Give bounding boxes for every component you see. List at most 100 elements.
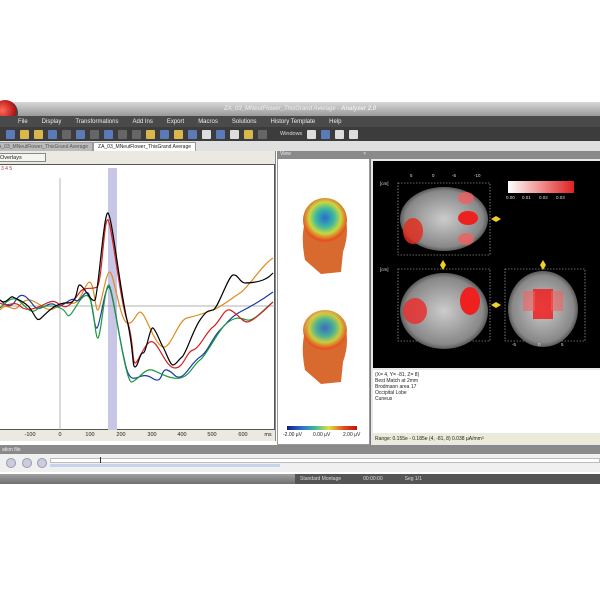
colorbar-tick: 0.03 xyxy=(556,195,565,200)
head-map-bottom xyxy=(302,310,347,384)
menu-export[interactable]: Export xyxy=(166,118,185,125)
axis-tick: -5 xyxy=(452,173,457,178)
toolbar-icon[interactable] xyxy=(188,129,197,139)
axis-tick: 5 xyxy=(410,173,413,178)
window-title: ZA_03_MNeutFlower_ThisGrand Average - An… xyxy=(223,106,377,112)
waveform-red xyxy=(0,219,274,369)
waveform-orange xyxy=(0,257,274,348)
tab-grand-average-2[interactable]: ZA_03_MNeutFlower_ThisGrand Average xyxy=(93,142,197,151)
gyrus: Cuneus xyxy=(375,396,393,402)
head-maps xyxy=(302,198,347,384)
playback-bar xyxy=(0,454,600,472)
toolbar-icon[interactable] xyxy=(118,129,127,139)
menu-solutions[interactable]: Solutions xyxy=(231,118,257,125)
montage-status: Standard Montage xyxy=(300,476,342,482)
toolbar-icon[interactable] xyxy=(20,129,29,139)
toolbar-icon[interactable] xyxy=(202,129,211,139)
windows-label: Windows xyxy=(280,131,303,137)
x-tick: -100 xyxy=(24,432,36,438)
scale-max: 2.00 µV xyxy=(343,432,361,438)
timeline-range xyxy=(50,464,280,467)
lobe: Occipital Lobe xyxy=(375,390,407,396)
erp-waveforms xyxy=(0,168,275,430)
menu-file[interactable]: File xyxy=(18,118,28,125)
location-info: (X= 4, Y= -81, Z= 8) Best Match at 2mm B… xyxy=(373,370,600,433)
lower-panel-header: ation file xyxy=(0,445,600,454)
brodmann-area: Brodmann area 17 xyxy=(375,384,417,390)
tab-grand-average-1[interactable]: ZA_03_MNeutFlower_ThisGrand Average xyxy=(0,142,94,151)
range-status: Range: 0.155e - 0.185e (4, -81, 8) 0.038… xyxy=(373,434,600,443)
axis-tick: 5 xyxy=(561,342,564,347)
toolbar-icon[interactable] xyxy=(34,129,43,139)
menu-help[interactable]: Help xyxy=(329,118,342,125)
axis-tick: -5 xyxy=(512,342,517,347)
window-horizontal-icon[interactable] xyxy=(335,129,345,139)
segment-status: Seg 1/1 xyxy=(404,476,422,482)
erp-plot[interactable] xyxy=(0,164,275,430)
colorbar-tick: 0.00 xyxy=(506,195,515,200)
x-tick: 400 xyxy=(177,432,187,438)
toolbar-icon[interactable] xyxy=(230,129,239,139)
window-tile-icon[interactable] xyxy=(321,129,331,139)
axis-tick: -10 xyxy=(474,173,481,178)
toolbar-icon[interactable] xyxy=(244,129,253,139)
document-tabs: ZA_03_MNeutFlower_ThisGrand Average ZA_0… xyxy=(0,141,600,151)
scale-mid: 0.00 µV xyxy=(313,432,331,438)
slice-markers[interactable] xyxy=(440,216,546,308)
intensity-colorbar xyxy=(508,181,574,193)
channel-labels: 3 4 5 xyxy=(1,166,13,172)
axis-tick: 0 xyxy=(538,342,541,347)
best-match: Best Match at 2mm xyxy=(375,378,419,384)
window-cascade-icon[interactable] xyxy=(307,129,317,139)
brain-slices xyxy=(397,181,586,349)
menu-transformations[interactable]: Transformations xyxy=(75,118,119,125)
menu-macros[interactable]: Macros xyxy=(198,118,218,125)
x-tick: 0 xyxy=(58,432,62,438)
waveform-green xyxy=(0,284,274,383)
timeline-slider[interactable] xyxy=(50,458,600,463)
view-panel-header: View × xyxy=(277,151,370,159)
status-fields: Standard Montage 00:00:00 Seg 1/1 xyxy=(295,474,600,484)
menu-add-ins[interactable]: Add Ins xyxy=(132,118,153,125)
menu-bar: File Display Transformations Add Ins Exp… xyxy=(0,116,600,127)
x-unit: ms xyxy=(264,432,272,438)
axis-tick: 0 xyxy=(432,173,435,178)
stop-button[interactable] xyxy=(22,458,32,468)
menu-display[interactable]: Display xyxy=(41,118,62,125)
toolbar-icon[interactable] xyxy=(132,129,141,139)
toolbar-icon[interactable] xyxy=(90,129,99,139)
view-title: View xyxy=(280,151,291,157)
colorbar-tick: 0.02 xyxy=(539,195,548,200)
colorbar-tick: 0.01 xyxy=(522,195,531,200)
timeline-cursor[interactable] xyxy=(100,457,101,463)
toolbar-icon[interactable] xyxy=(48,129,57,139)
toolbar-icon[interactable] xyxy=(62,129,71,139)
overlays-button[interactable]: Overlays xyxy=(0,153,46,162)
toolbar-icon[interactable] xyxy=(174,129,183,139)
toolbar-icon[interactable] xyxy=(76,129,85,139)
time-status: 00:00:00 xyxy=(363,476,383,482)
head-map-top xyxy=(302,198,347,274)
coordinates: (X= 4, Y= -81, Z= 8) xyxy=(375,372,420,378)
x-tick: 200 xyxy=(116,432,126,438)
toolbar: Windows xyxy=(0,127,600,141)
menu-history-template[interactable]: History Template xyxy=(270,118,316,125)
toolbar-icon[interactable] xyxy=(258,129,267,139)
x-tick: 300 xyxy=(147,432,157,438)
toolbar-icon[interactable] xyxy=(6,129,15,139)
unit-label: [cm] xyxy=(380,181,389,186)
scale-min: -2.00 µV xyxy=(283,432,303,438)
close-icon[interactable]: × xyxy=(363,151,366,157)
play-button[interactable] xyxy=(37,458,47,468)
rewind-button[interactable] xyxy=(6,458,16,468)
color-scale-bar xyxy=(287,426,357,430)
window-vertical-icon[interactable] xyxy=(349,129,359,139)
toolbar-icon[interactable] xyxy=(146,129,155,139)
toolbar-icon[interactable] xyxy=(216,129,225,139)
waveform-black xyxy=(0,212,274,368)
loreta-panel-header xyxy=(370,151,600,159)
x-tick: 500 xyxy=(207,432,217,438)
x-tick: 600 xyxy=(238,432,248,438)
toolbar-icon[interactable] xyxy=(160,129,169,139)
toolbar-icon[interactable] xyxy=(104,129,113,139)
